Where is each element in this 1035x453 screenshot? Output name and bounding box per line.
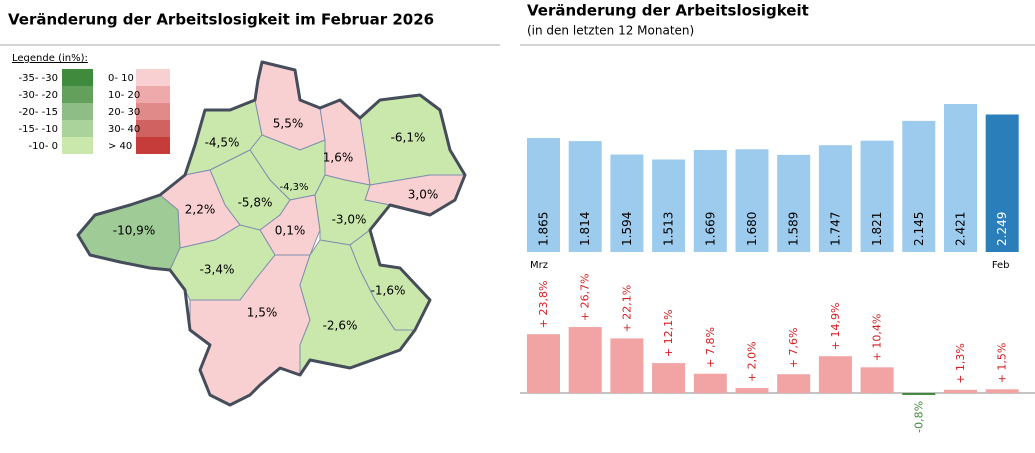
legend-swatch [62, 86, 93, 103]
district [319, 99, 371, 186]
map-title: Veränderung der Arbeitslosigkeit im Febr… [8, 11, 434, 29]
bar [985, 389, 1019, 393]
bar [610, 154, 644, 252]
value-label: 2.249 [995, 212, 1009, 246]
legend-swatch [62, 137, 93, 154]
value-label: + 1,5% [996, 343, 1009, 384]
district-label: -4,5% [205, 136, 240, 150]
bar [527, 334, 560, 393]
legend-swatch [62, 103, 93, 120]
value-label: 1.821 [870, 212, 884, 246]
bar [777, 374, 811, 393]
value-label: 1.594 [620, 212, 634, 246]
bar [818, 145, 852, 252]
bar [693, 149, 727, 252]
value-label: + 23,8% [537, 281, 550, 329]
legend-label: -35- -30 [19, 73, 58, 84]
district-label: -1,6% [371, 284, 406, 298]
bar [735, 149, 769, 252]
legend-swatch [62, 69, 93, 86]
district-label: 0,1% [275, 224, 306, 238]
district-label: -4,3% [279, 182, 308, 193]
value-label: + 10,4% [871, 314, 884, 362]
value-label: + 26,7% [579, 273, 592, 321]
value-label: 1.814 [578, 212, 592, 246]
bar [818, 356, 852, 393]
bar [902, 120, 936, 252]
legend-label: > 40 [108, 141, 132, 152]
x-tick-label: Feb [992, 260, 1010, 271]
legend-label: 10- 20 [108, 90, 140, 101]
value-label: 1.865 [537, 212, 551, 246]
bar [610, 338, 644, 393]
bar [860, 367, 894, 393]
legend-swatch [136, 103, 170, 120]
legend-label: 30- 40 [108, 124, 140, 135]
bar-subtitle: (in den letzten 12 Monaten) [527, 24, 694, 38]
legend-label: -20- -15 [19, 107, 58, 118]
legend-swatch [136, 69, 170, 86]
district-label: -3,4% [200, 263, 235, 277]
district-label: 1,6% [323, 151, 354, 165]
value-label: + 12,1% [662, 309, 675, 357]
legend-label: -15- -10 [19, 124, 58, 135]
bar [568, 141, 602, 252]
value-label: + 7,6% [787, 328, 800, 369]
bar [652, 363, 686, 393]
outline [76, 60, 467, 407]
value-label: 2.421 [954, 212, 968, 246]
district-label: 5,5% [273, 117, 304, 131]
value-label: 1.513 [662, 212, 676, 246]
legend-title: Legende (in%): [12, 53, 88, 64]
value-label: -0,8% [912, 401, 925, 433]
value-label: 1.680 [745, 212, 759, 246]
bar [944, 104, 977, 252]
bar [568, 327, 602, 393]
district-label: -6,1% [391, 131, 426, 145]
bar [902, 393, 936, 395]
value-label: + 1,3% [954, 343, 967, 384]
bar [527, 137, 560, 252]
district-label: -5,8% [238, 196, 273, 210]
value-label: 2.145 [912, 212, 926, 246]
value-label: + 22,1% [620, 285, 633, 333]
legend-label: -10- 0 [29, 141, 58, 152]
value-label: + 7,8% [704, 327, 717, 368]
district-label: -3,0% [332, 213, 367, 227]
value-label: + 14,9% [829, 303, 842, 351]
value-label: 1.747 [828, 212, 842, 246]
legend-swatch [136, 86, 170, 103]
legend-swatch [136, 137, 170, 154]
legend-label: -30- -20 [19, 90, 58, 101]
district-label: 2,2% [185, 203, 216, 217]
district-label: -2,6% [323, 319, 358, 333]
bar [735, 388, 769, 393]
bar [777, 154, 811, 252]
value-label: 1.589 [787, 212, 801, 246]
bar [693, 373, 727, 393]
district-label: -10,9% [113, 224, 155, 238]
district-label: 3,0% [408, 188, 439, 202]
legend-label: 0- 10 [108, 73, 134, 84]
legend-swatch [136, 120, 170, 137]
legend-label: 20- 30 [108, 107, 140, 118]
bar [944, 389, 977, 393]
bar [860, 140, 894, 252]
bar [652, 159, 686, 252]
district-label: 1,5% [247, 306, 278, 320]
x-tick-label: Mrz [530, 260, 548, 271]
value-label: + 2,0% [746, 341, 759, 382]
bar [985, 114, 1019, 252]
bar-title: Veränderung der Arbeitslosigkeit [527, 2, 809, 20]
legend-swatch [62, 120, 93, 137]
value-label: 1.669 [703, 212, 717, 246]
